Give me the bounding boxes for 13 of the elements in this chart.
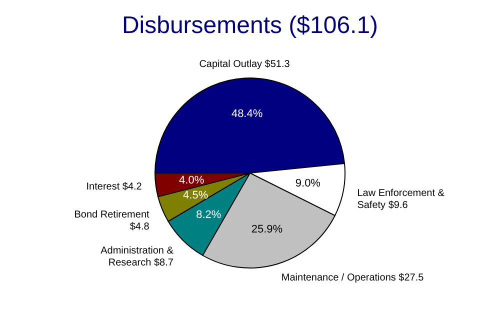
data-label: 8.2% (196, 208, 222, 221)
data-label: 9.0% (295, 178, 321, 190)
data-label: 25.9% (251, 223, 283, 236)
chart-title: Disbursements ($106.1) (122, 12, 378, 39)
slice-label: Law Enforcement & Safety $9.6 (357, 188, 445, 211)
data-label: 4.0% (179, 174, 204, 186)
data-label: 4.5% (183, 190, 208, 202)
slice-label: Interest $4.2 (86, 182, 142, 193)
data-label: 48.4% (231, 108, 263, 120)
slice-label: Administration & Research $8.7 (100, 246, 174, 269)
slice-label: Capital Outlay $51.3 (199, 59, 290, 70)
slice-label: Maintenance / Operations $27.5 (281, 272, 424, 284)
slice-label: Bond Retirement $4.8 (74, 210, 150, 233)
